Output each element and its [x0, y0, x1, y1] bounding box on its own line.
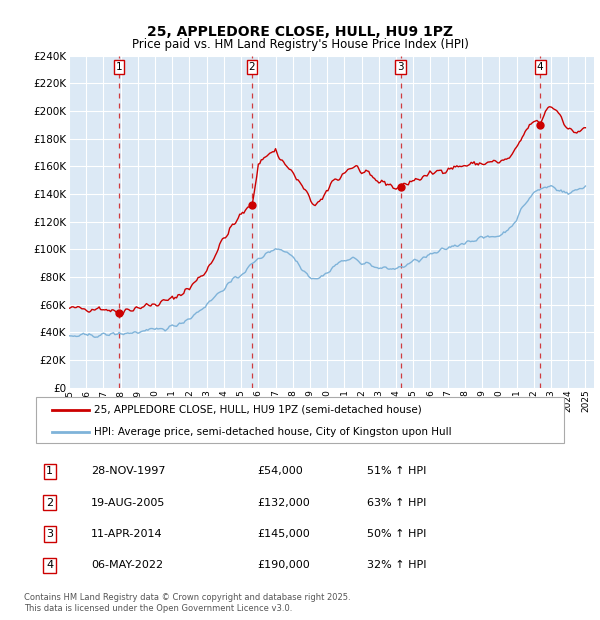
Text: 4: 4 [537, 63, 544, 73]
Text: Price paid vs. HM Land Registry's House Price Index (HPI): Price paid vs. HM Land Registry's House … [131, 38, 469, 51]
Text: 1: 1 [46, 466, 53, 476]
Text: 51% ↑ HPI: 51% ↑ HPI [367, 466, 427, 476]
Text: £132,000: £132,000 [257, 498, 310, 508]
Text: £145,000: £145,000 [257, 529, 310, 539]
Text: 2: 2 [248, 63, 255, 73]
Text: 28-NOV-1997: 28-NOV-1997 [91, 466, 166, 476]
Text: 25, APPLEDORE CLOSE, HULL, HU9 1PZ (semi-detached house): 25, APPLEDORE CLOSE, HULL, HU9 1PZ (semi… [94, 405, 422, 415]
Text: 11-APR-2014: 11-APR-2014 [91, 529, 163, 539]
Text: 32% ↑ HPI: 32% ↑ HPI [367, 560, 427, 570]
Text: 25, APPLEDORE CLOSE, HULL, HU9 1PZ: 25, APPLEDORE CLOSE, HULL, HU9 1PZ [147, 25, 453, 39]
Text: 1: 1 [116, 63, 122, 73]
Text: 4: 4 [46, 560, 53, 570]
Text: 19-AUG-2005: 19-AUG-2005 [91, 498, 166, 508]
Text: £54,000: £54,000 [257, 466, 302, 476]
Text: £190,000: £190,000 [257, 560, 310, 570]
Text: 2: 2 [46, 498, 53, 508]
Text: 50% ↑ HPI: 50% ↑ HPI [367, 529, 427, 539]
FancyBboxPatch shape [36, 397, 564, 443]
Text: 63% ↑ HPI: 63% ↑ HPI [367, 498, 427, 508]
Text: 3: 3 [46, 529, 53, 539]
Text: HPI: Average price, semi-detached house, City of Kingston upon Hull: HPI: Average price, semi-detached house,… [94, 427, 452, 436]
Text: Contains HM Land Registry data © Crown copyright and database right 2025.
This d: Contains HM Land Registry data © Crown c… [24, 593, 350, 613]
Text: 06-MAY-2022: 06-MAY-2022 [91, 560, 163, 570]
Text: 3: 3 [398, 63, 404, 73]
